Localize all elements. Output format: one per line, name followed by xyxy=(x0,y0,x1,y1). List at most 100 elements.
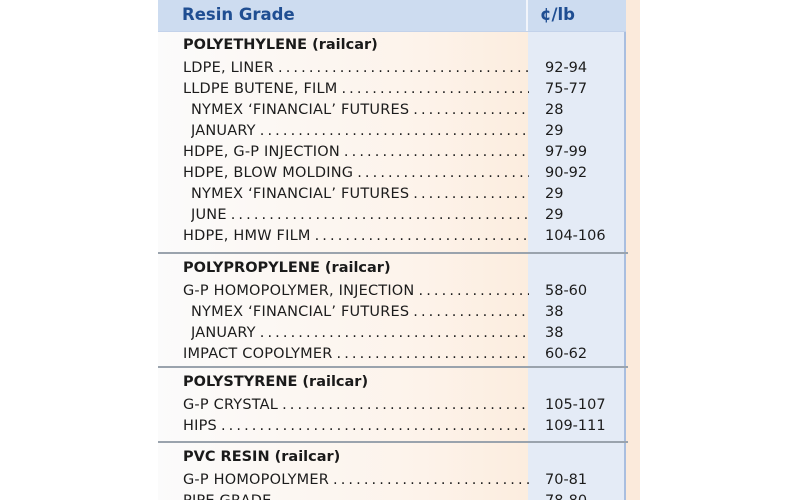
price-cell: 92-94 xyxy=(545,60,588,76)
price-cell: 109-111 xyxy=(545,418,606,434)
table-row: HDPE, HMW FILM..........................… xyxy=(158,228,626,249)
table-body: POLYETHYLENE (railcar) LDPE, LINER.......… xyxy=(158,0,628,500)
table-right-border xyxy=(624,0,626,500)
price-cell: 38 xyxy=(545,304,564,320)
price-cell: 38 xyxy=(545,325,564,341)
resin-grade-label: IMPACT COPOLYMER xyxy=(183,346,333,362)
resin-grade-cell: IMPACT COPOLYMER........................… xyxy=(183,346,529,362)
price-cell: 97-99 xyxy=(545,144,588,160)
table-row: LDPE, LINER.............................… xyxy=(158,60,626,81)
table-row: HDPE, G-P INJECTION.....................… xyxy=(158,144,626,165)
price-cell: 58-60 xyxy=(545,283,588,299)
table-row: G-P CRYSTAL.............................… xyxy=(158,397,626,418)
table-row: JANUARY.................................… xyxy=(158,123,626,144)
resin-grade-cell: LDPE, LINER.............................… xyxy=(183,60,529,76)
resin-grade-label: HDPE, G-P INJECTION xyxy=(183,144,340,160)
price-cell: 75-77 xyxy=(545,81,588,97)
dot-leader: ........................................… xyxy=(314,228,529,244)
dot-leader: ........................................… xyxy=(276,493,529,500)
resin-grade-label: NYMEX ‘FINANCIAL’ FUTURES xyxy=(191,186,410,202)
resin-grade-label: NYMEX ‘FINANCIAL’ FUTURES xyxy=(191,304,410,320)
resin-grade-label: G-P CRYSTAL xyxy=(183,397,279,413)
dot-leader: ........................................… xyxy=(413,102,529,118)
table-row: LLDPE BUTENE, FILM......................… xyxy=(158,81,626,102)
resin-grade-cell: NYMEX ‘FINANCIAL’ FUTURES...............… xyxy=(191,102,529,118)
resin-grade-label: JUNE xyxy=(191,207,227,223)
resin-grade-label: LDPE, LINER xyxy=(183,60,275,76)
table-row: NYMEX ‘FINANCIAL’ FUTURES...............… xyxy=(158,304,626,325)
price-column-background xyxy=(528,0,624,500)
dot-leader: ........................................… xyxy=(259,123,529,139)
table-row: JUNE....................................… xyxy=(158,207,626,228)
resin-grade-label: HDPE, BLOW MOLDING xyxy=(183,165,354,181)
resin-grade-label: HDPE, HMW FILM xyxy=(183,228,311,244)
column-header-resin-grade: Resin Grade xyxy=(182,5,295,24)
price-cell: 29 xyxy=(545,123,564,139)
resin-grade-cell: JANUARY.................................… xyxy=(191,123,529,139)
dot-leader: ........................................… xyxy=(357,165,529,181)
section-title: POLYPROPYLENE (railcar) xyxy=(183,260,391,276)
table-row: G-P HOMOPOLYMER, INJECTION..............… xyxy=(158,283,626,304)
price-cell: 28 xyxy=(545,102,564,118)
price-cell: 70-81 xyxy=(545,472,588,488)
resin-grade-cell: JANUARY.................................… xyxy=(191,325,529,341)
table-row: PIPE GRADE..............................… xyxy=(158,493,626,500)
price-cell: 104-106 xyxy=(545,228,606,244)
dot-leader: ........................................… xyxy=(282,397,529,413)
table-header-row: Resin Grade ¢/lb xyxy=(158,0,626,32)
resin-grade-cell: LLDPE BUTENE, FILM......................… xyxy=(183,81,529,97)
resin-price-table: Resin Grade ¢/lb POLYETHYLENE (railcar) L… xyxy=(158,0,640,500)
dot-leader: ........................................… xyxy=(220,418,529,434)
resin-grade-label: G-P HOMOPOLYMER, INJECTION xyxy=(183,283,415,299)
resin-grade-label: PIPE GRADE xyxy=(183,493,272,500)
price-cell: 78-80 xyxy=(545,493,587,500)
price-cell: 60-62 xyxy=(545,346,588,362)
section-title: PVC RESIN (railcar) xyxy=(183,449,341,465)
resin-grade-cell: HDPE, G-P INJECTION.....................… xyxy=(183,144,529,160)
table-row: HIPS....................................… xyxy=(158,418,626,439)
resin-grade-label: HIPS xyxy=(183,418,217,434)
dot-leader: ........................................… xyxy=(278,60,529,76)
dot-leader: ........................................… xyxy=(343,144,529,160)
resin-grade-cell: G-P HOMOPOLYMER, INJECTION..............… xyxy=(183,283,529,299)
dot-leader: ........................................… xyxy=(332,472,529,488)
resin-grade-label: NYMEX ‘FINANCIAL’ FUTURES xyxy=(191,102,410,118)
table-row: JANUARY.................................… xyxy=(158,325,626,346)
price-cell: 29 xyxy=(545,207,564,223)
table-row: IMPACT COPOLYMER........................… xyxy=(158,346,626,367)
resin-grade-cell: G-P HOMOPOLYMER.........................… xyxy=(183,472,529,488)
dot-leader: ........................................… xyxy=(341,81,529,97)
resin-grade-label: LLDPE BUTENE, FILM xyxy=(183,81,338,97)
dot-leader: ........................................… xyxy=(418,283,529,299)
table-row: NYMEX ‘FINANCIAL’ FUTURES...............… xyxy=(158,186,626,207)
resin-grade-label: JANUARY xyxy=(191,325,256,341)
resin-grade-cell: HIPS....................................… xyxy=(183,418,529,434)
resin-grade-cell: JUNE....................................… xyxy=(191,207,529,223)
section-divider xyxy=(158,441,628,443)
resin-grade-cell: HDPE, BLOW MOLDING......................… xyxy=(183,165,529,181)
price-cell: 29 xyxy=(545,186,564,202)
section-divider xyxy=(158,252,628,254)
resin-grade-label: JANUARY xyxy=(191,123,256,139)
header-divider xyxy=(526,0,528,31)
dot-leader: ........................................… xyxy=(413,304,529,320)
column-header-price: ¢/lb xyxy=(540,5,575,24)
table-row: HDPE, BLOW MOLDING......................… xyxy=(158,165,626,186)
resin-grade-label: G-P HOMOPOLYMER xyxy=(183,472,329,488)
table-row: NYMEX ‘FINANCIAL’ FUTURES...............… xyxy=(158,102,626,123)
section-title: POLYETHYLENE (railcar) xyxy=(183,37,378,53)
resin-grade-cell: HDPE, HMW FILM..........................… xyxy=(183,228,529,244)
table-edge-panel xyxy=(626,0,640,500)
price-cell: 90-92 xyxy=(545,165,588,181)
section-divider xyxy=(158,366,628,368)
resin-grade-cell: G-P CRYSTAL.............................… xyxy=(183,397,529,413)
price-cell: 105-107 xyxy=(545,397,606,413)
dot-leader: ........................................… xyxy=(336,346,529,362)
dot-leader: ........................................… xyxy=(259,325,529,341)
dot-leader: ........................................… xyxy=(413,186,529,202)
resin-grade-cell: NYMEX ‘FINANCIAL’ FUTURES...............… xyxy=(191,186,529,202)
resin-grade-cell: PIPE GRADE..............................… xyxy=(183,493,529,500)
resin-grade-cell: NYMEX ‘FINANCIAL’ FUTURES...............… xyxy=(191,304,529,320)
table-row: G-P HOMOPOLYMER.........................… xyxy=(158,472,626,493)
dot-leader: ........................................… xyxy=(230,207,529,223)
